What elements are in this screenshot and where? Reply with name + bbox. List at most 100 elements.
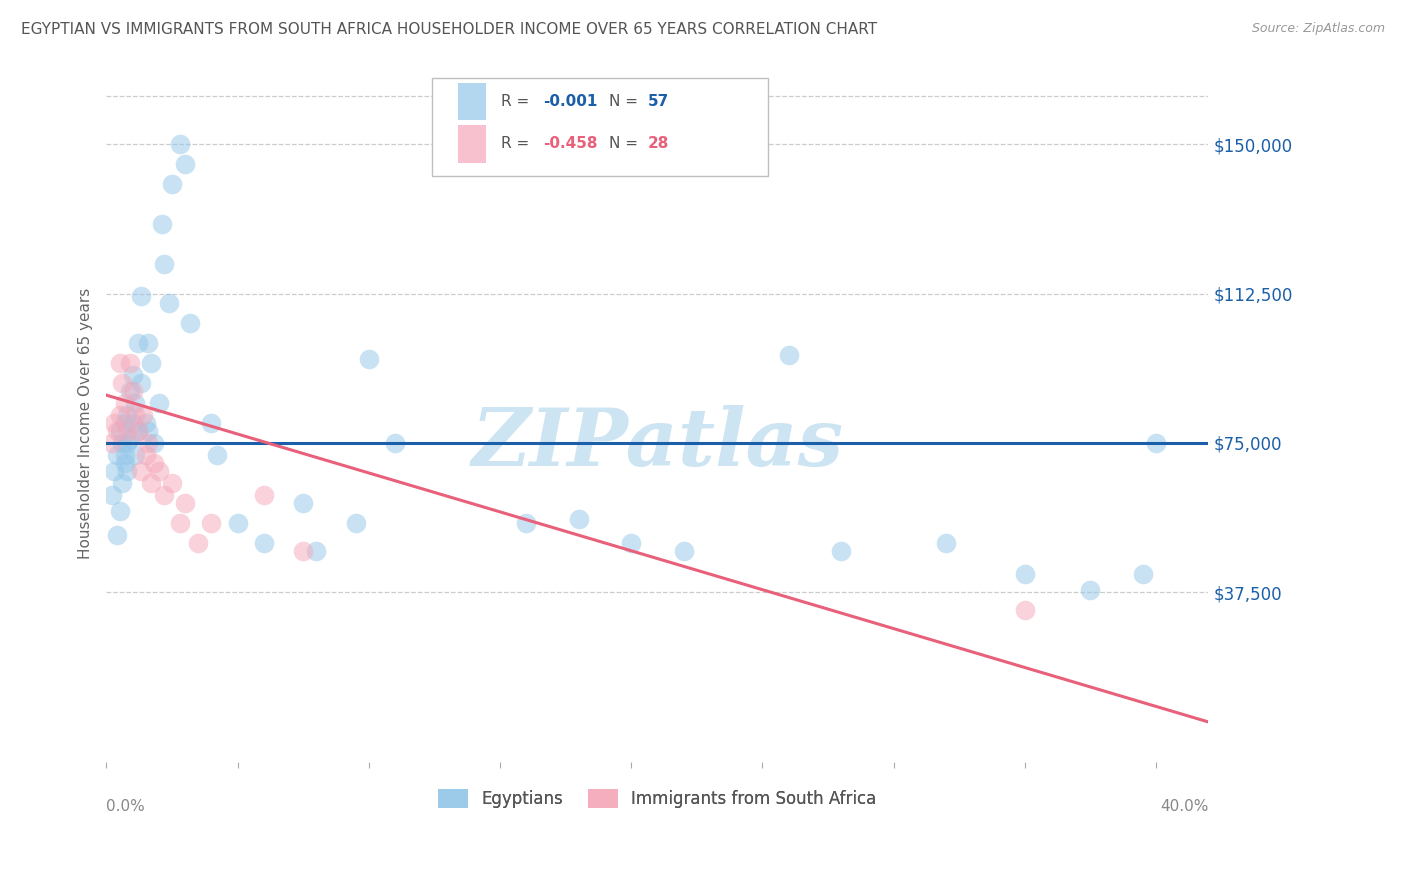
Point xyxy=(292,543,315,558)
Point xyxy=(124,408,146,422)
Point xyxy=(174,496,197,510)
Point xyxy=(159,296,181,310)
Point xyxy=(200,416,222,430)
Text: N =: N = xyxy=(609,136,643,151)
Point xyxy=(305,543,328,558)
FancyBboxPatch shape xyxy=(458,125,485,162)
Text: ZIPatlas: ZIPatlas xyxy=(471,405,844,482)
Point xyxy=(120,356,142,370)
Point xyxy=(253,488,276,502)
Point xyxy=(138,424,160,438)
Point xyxy=(103,416,125,430)
Text: Source: ZipAtlas.com: Source: ZipAtlas.com xyxy=(1251,22,1385,36)
Point xyxy=(127,336,149,351)
Point xyxy=(148,396,170,410)
Point xyxy=(139,356,162,370)
Point xyxy=(187,535,209,549)
Text: R =: R = xyxy=(501,94,534,109)
Point xyxy=(127,424,149,438)
Point xyxy=(1078,583,1101,598)
Point xyxy=(132,408,155,422)
Point xyxy=(108,356,131,370)
Point xyxy=(117,464,139,478)
Point xyxy=(120,432,142,446)
Point xyxy=(129,376,152,391)
Point xyxy=(778,348,800,362)
Point xyxy=(121,416,143,430)
Point xyxy=(200,516,222,530)
Point xyxy=(105,448,128,462)
Point xyxy=(100,488,122,502)
Text: EGYPTIAN VS IMMIGRANTS FROM SOUTH AFRICA HOUSEHOLDER INCOME OVER 65 YEARS CORREL: EGYPTIAN VS IMMIGRANTS FROM SOUTH AFRICA… xyxy=(21,22,877,37)
Point xyxy=(111,475,134,490)
Point xyxy=(672,543,695,558)
Point xyxy=(103,464,125,478)
Point xyxy=(384,436,406,450)
Point xyxy=(620,535,643,549)
Y-axis label: Householder Income Over 65 years: Householder Income Over 65 years xyxy=(79,287,93,558)
Text: 28: 28 xyxy=(648,136,669,151)
Point xyxy=(179,317,201,331)
Point xyxy=(139,475,162,490)
Point xyxy=(135,416,157,430)
Point xyxy=(117,408,139,422)
Point xyxy=(568,511,591,525)
Point xyxy=(138,336,160,351)
Text: R =: R = xyxy=(501,136,534,151)
Point xyxy=(117,436,139,450)
Point xyxy=(108,424,131,438)
Point xyxy=(138,436,160,450)
Point xyxy=(114,448,136,462)
Point xyxy=(205,448,228,462)
Point xyxy=(830,543,852,558)
Point xyxy=(935,535,957,549)
Point xyxy=(1014,567,1036,582)
Point xyxy=(150,217,173,231)
Point xyxy=(357,352,380,367)
Point xyxy=(135,448,157,462)
Point xyxy=(148,464,170,478)
Point xyxy=(253,535,276,549)
Text: 0.0%: 0.0% xyxy=(107,799,145,814)
Point xyxy=(174,157,197,171)
Point xyxy=(160,475,183,490)
Point xyxy=(117,424,139,438)
Point xyxy=(153,488,176,502)
Point xyxy=(105,424,128,438)
Point xyxy=(108,504,131,518)
Point xyxy=(160,177,183,191)
Point xyxy=(124,448,146,462)
FancyBboxPatch shape xyxy=(458,83,485,120)
Point xyxy=(114,416,136,430)
Point xyxy=(142,456,165,470)
Text: 40.0%: 40.0% xyxy=(1160,799,1208,814)
Point xyxy=(292,496,315,510)
Point xyxy=(169,516,191,530)
Point xyxy=(114,456,136,470)
Point xyxy=(142,436,165,450)
Point xyxy=(105,527,128,541)
Point xyxy=(108,408,131,422)
Point xyxy=(129,288,152,302)
Point xyxy=(124,396,146,410)
Text: -0.001: -0.001 xyxy=(543,94,598,109)
Point xyxy=(169,137,191,152)
Text: N =: N = xyxy=(609,94,643,109)
Point xyxy=(121,368,143,383)
Legend: Egyptians, Immigrants from South Africa: Egyptians, Immigrants from South Africa xyxy=(432,782,883,814)
Point xyxy=(121,384,143,399)
Point xyxy=(129,464,152,478)
Point xyxy=(114,396,136,410)
Point xyxy=(1132,567,1154,582)
Point xyxy=(344,516,367,530)
Point xyxy=(120,384,142,399)
Point xyxy=(111,436,134,450)
FancyBboxPatch shape xyxy=(432,78,768,176)
Text: -0.458: -0.458 xyxy=(543,136,598,151)
Point xyxy=(100,436,122,450)
Point xyxy=(111,376,134,391)
Point xyxy=(1014,603,1036,617)
Point xyxy=(515,516,537,530)
Text: 57: 57 xyxy=(648,94,669,109)
Point xyxy=(153,257,176,271)
